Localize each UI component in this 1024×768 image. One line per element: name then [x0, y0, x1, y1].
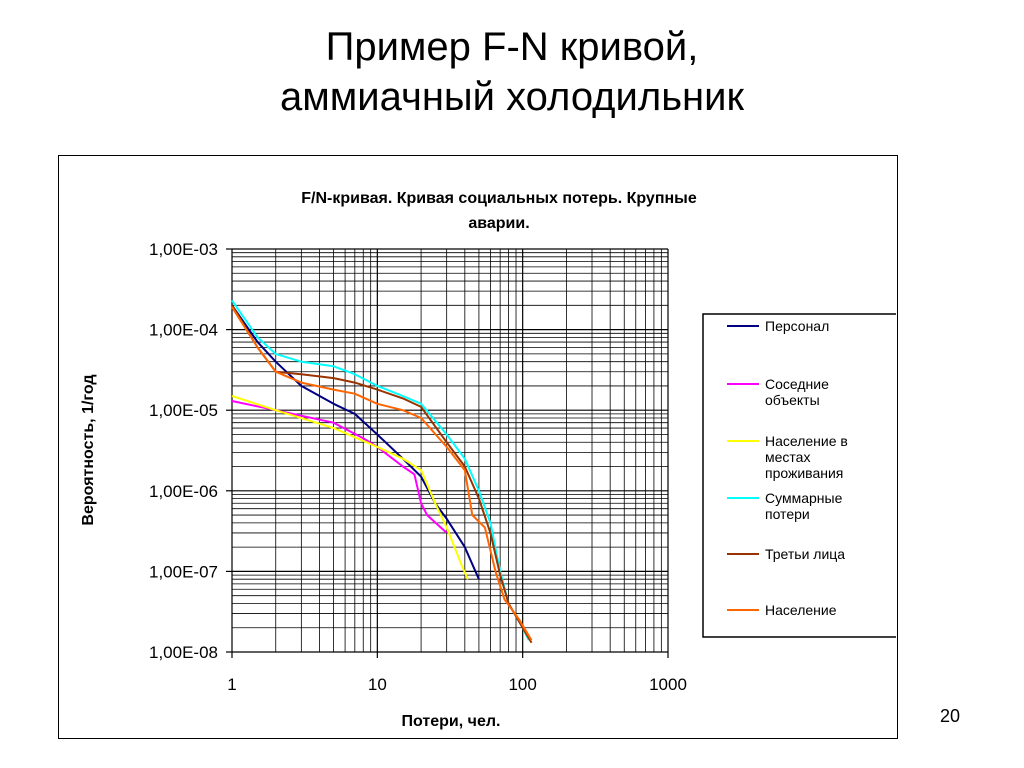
legend-label-2: Соседние объекты [765, 376, 829, 408]
legend-box [702, 313, 900, 638]
legend-label-6: Население [765, 602, 837, 618]
y-tick-label: 1,00E-06 [149, 482, 218, 501]
y-axis-label: Вероятность, 1/год [80, 374, 97, 525]
x-axis-label: Потери, чел. [402, 713, 501, 730]
fn-chart: F/N-кривая. Кривая социальных потерь. Кр… [80, 190, 900, 730]
y-tick-label: 1,00E-08 [149, 643, 218, 662]
x-tick-label: 10 [368, 675, 387, 694]
series-line-3 [231, 395, 469, 580]
slide-title-line-1: Пример F-N кривой, [325, 25, 699, 69]
series-line-6 [231, 306, 533, 641]
chart-grid [226, 248, 669, 658]
x-tick-labels: 1 10 100 1000 [227, 675, 687, 694]
series-line-1 [231, 304, 480, 580]
slide-title: Пример F-N кривой, аммиачный холодильник [0, 22, 1024, 122]
legend-label-4: Суммарные потери [765, 490, 843, 522]
series-line-5 [231, 304, 533, 644]
chart-title-line-2: аварии. [468, 215, 529, 232]
chart-frame: F/N-кривая. Кривая социальных потерь. Кр… [58, 155, 900, 739]
x-tick-label: 1 [227, 675, 236, 694]
chart-legend: Персонал Соседние объекты Население в местах… [702, 313, 900, 638]
y-tick-label: 1,00E-04 [149, 321, 218, 340]
slide-title-line-2: аммиачный холодильник [280, 75, 744, 119]
y-tick-label: 1,00E-07 [149, 562, 218, 581]
legend-label-1: Персонал [765, 318, 829, 334]
x-tick-label: 1000 [649, 675, 687, 694]
legend-label-5: Третьи лица [765, 546, 845, 562]
chart-title-line-1: F/N-кривая. Кривая социальных потерь. Кр… [301, 190, 697, 207]
chart-series [231, 299, 533, 644]
y-tick-labels: 1,00E-03 1,00E-04 1,00E-05 1,00E-06 1,00E-07… [149, 240, 218, 662]
x-tick-label: 100 [508, 675, 536, 694]
series-line-2 [231, 400, 448, 534]
page-number: 20 [939, 706, 961, 726]
y-tick-label: 1,00E-03 [149, 240, 218, 259]
y-tick-label: 1,00E-05 [149, 401, 218, 420]
legend-label-3: Население в местах проживания [765, 433, 848, 481]
